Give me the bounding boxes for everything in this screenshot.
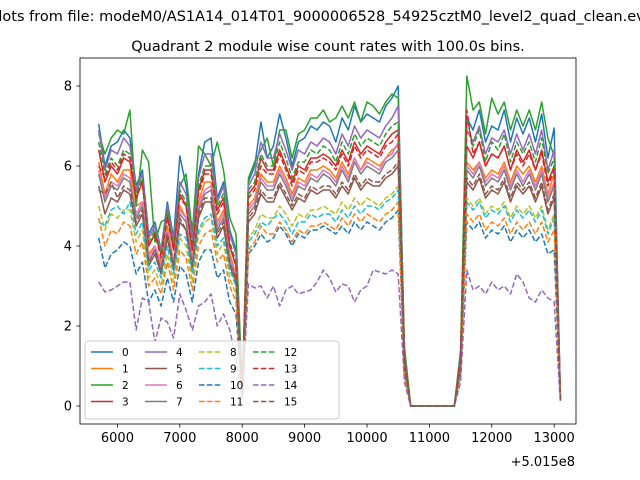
legend-label-12: 12 xyxy=(284,347,297,359)
x-tick-label: 10000 xyxy=(346,431,387,446)
legend-label-4: 4 xyxy=(176,347,183,359)
series-line-9 xyxy=(98,189,562,407)
series-line-10 xyxy=(97,209,562,407)
legend-label-11: 11 xyxy=(230,397,243,409)
y-tick-label: 4 xyxy=(64,240,72,255)
series-lines xyxy=(97,75,562,407)
legend-label-9: 9 xyxy=(230,364,237,376)
legend-label-3: 3 xyxy=(122,397,129,409)
axes-frame xyxy=(79,57,577,425)
x-tick-label: 11000 xyxy=(409,431,450,446)
series-line-15 xyxy=(98,161,562,407)
x-tick-label: 8000 xyxy=(226,431,259,446)
legend-label-8: 8 xyxy=(230,347,237,359)
figure-suptitle: Plots from file: modeM0/AS1A14_014T01_90… xyxy=(0,9,640,25)
series-line-14 xyxy=(98,269,562,407)
legend-label-2: 2 xyxy=(122,380,129,392)
series-line-8 xyxy=(97,185,562,407)
y-tick-label: 2 xyxy=(64,320,72,335)
y-tick-label: 0 xyxy=(64,400,72,415)
x-tick-label: 13000 xyxy=(533,431,574,446)
axes: 6000 7000 8000 9000 10000 11000 12000 13000 0 2 4 6… xyxy=(64,57,577,446)
legend-label-5: 5 xyxy=(176,364,183,376)
x-offset-label: +5.015e8 xyxy=(511,455,575,470)
x-tick-label: 9000 xyxy=(288,431,321,446)
chart-title: Quadrant 2 module wise count rates with … xyxy=(131,39,525,55)
legend-label-14: 14 xyxy=(284,380,298,392)
series-line-11 xyxy=(97,201,562,407)
y-tick-label: 8 xyxy=(64,80,72,95)
x-tick-label: 6000 xyxy=(101,431,134,446)
series-line-12 xyxy=(97,117,562,407)
series-line-0 xyxy=(97,85,562,407)
series-line-13 xyxy=(98,109,562,407)
x-tick-label: 12000 xyxy=(471,431,512,446)
legend-label-7: 7 xyxy=(176,397,183,409)
legend-label-13: 13 xyxy=(284,364,297,376)
y-tick-label: 6 xyxy=(64,160,72,175)
legend-label-6: 6 xyxy=(176,380,183,392)
legend-box xyxy=(84,340,340,420)
legend-label-10: 10 xyxy=(230,380,243,392)
plot-area xyxy=(97,75,562,407)
legend-label-0: 0 xyxy=(122,347,129,359)
x-tick-label: 7000 xyxy=(163,431,196,446)
legend-label-15: 15 xyxy=(284,397,297,409)
legend-label-1: 1 xyxy=(122,364,129,376)
